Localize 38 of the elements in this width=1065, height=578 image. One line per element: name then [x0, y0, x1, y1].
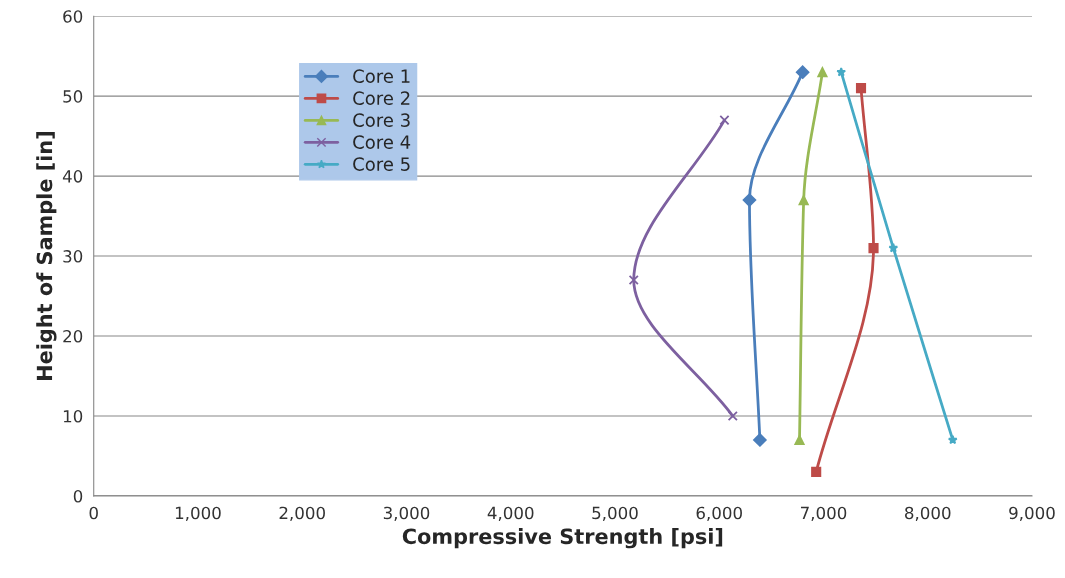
y-tick-label: 50: [63, 90, 83, 103]
x-tick-label: 1,000: [175, 506, 221, 521]
legend-label: Core 2: [353, 91, 410, 105]
point: [836, 67, 847, 77]
legend-label: Core 5: [353, 157, 410, 171]
x-axis-title: Compressive Strength [psi]: [402, 528, 723, 549]
y-tick-label: 40: [62, 170, 83, 183]
point: [742, 193, 757, 207]
legend-label: Core 1: [353, 69, 410, 83]
y-axis-title: Height of Sample [in]: [36, 132, 57, 380]
point: [798, 195, 809, 206]
y-tick-label: 60: [63, 10, 83, 23]
point: [794, 434, 805, 446]
x-tick-label: 2,000: [279, 506, 325, 521]
x-tick-label: 7,000: [800, 506, 847, 521]
x-tick-label: 0: [89, 506, 98, 520]
x-tick-label: 6,000: [696, 506, 742, 521]
point: [811, 466, 822, 478]
point: [947, 434, 958, 445]
point: [727, 410, 738, 422]
y-tick-label: 20: [63, 329, 83, 343]
x-tick-label: 3,000: [383, 506, 430, 521]
point: [855, 83, 867, 94]
y-tick-label: 30: [63, 250, 83, 263]
x-tick-label: 4,000: [487, 506, 534, 521]
x-tick-label: 5,000: [592, 506, 638, 521]
x-tick-label: 9,000: [1009, 506, 1055, 521]
point: [868, 242, 879, 254]
point: [817, 67, 828, 78]
x-tick-label: 8,000: [905, 506, 951, 521]
y-tick-label: 0: [73, 489, 83, 503]
legend-label: Core 4: [353, 135, 411, 149]
y-tick-label: 10: [63, 409, 83, 423]
legend-label: Core 3: [353, 113, 410, 127]
point: [719, 115, 730, 126]
point: [628, 274, 639, 286]
point: [795, 65, 810, 79]
point: [753, 433, 767, 447]
